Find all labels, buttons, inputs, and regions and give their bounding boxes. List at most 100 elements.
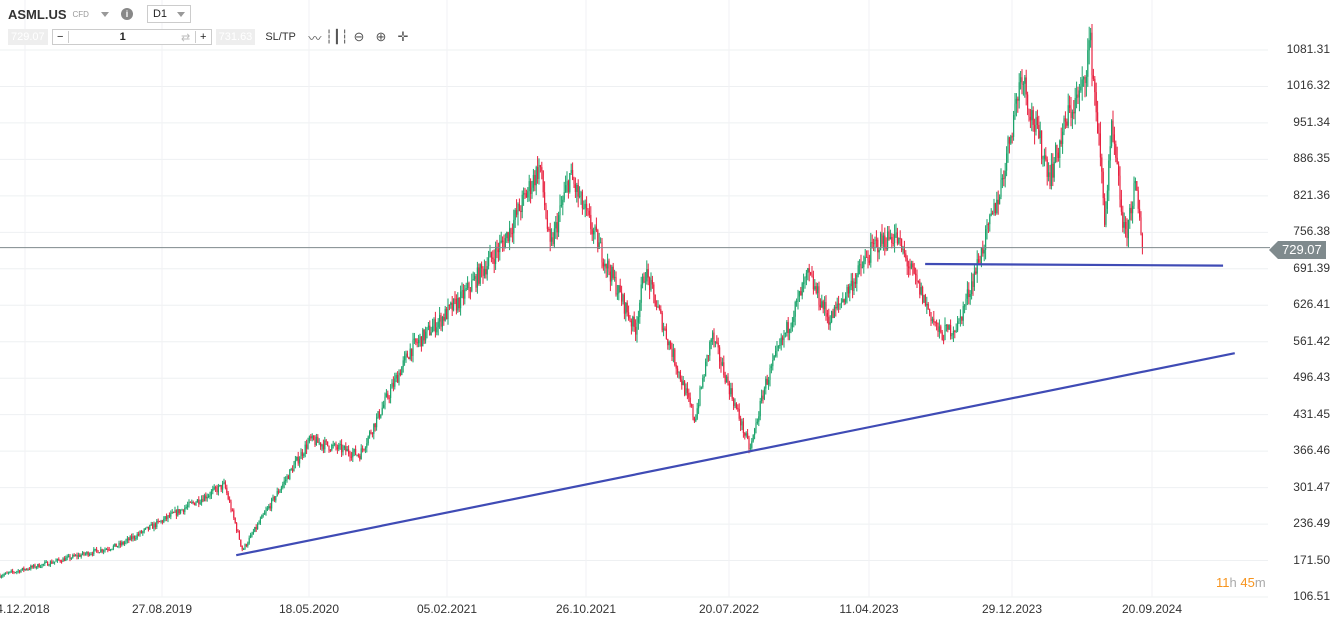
candle-body — [493, 258, 495, 264]
candle-body — [398, 372, 400, 383]
candle-body — [1050, 163, 1052, 187]
candle-body — [619, 285, 621, 293]
candle-body — [454, 298, 456, 300]
candlestick-icon[interactable]: ┆┃┆ — [325, 29, 349, 44]
candle-body — [573, 179, 575, 185]
candle-body — [976, 259, 978, 274]
decrease-button[interactable]: − — [53, 31, 69, 43]
candle-body — [1126, 228, 1128, 239]
candle-body — [651, 279, 653, 285]
zoom-out-icon[interactable]: ⊖ — [353, 29, 365, 44]
instrument-type: CFD — [72, 9, 89, 19]
candle-body — [458, 297, 460, 309]
candle-body — [1118, 164, 1120, 176]
candle-body — [55, 560, 57, 562]
candle-body — [576, 184, 578, 192]
candle-body — [705, 361, 707, 377]
candle-body — [926, 303, 928, 306]
swap-icon[interactable]: ⇄ — [181, 31, 191, 44]
candle-body — [0, 575, 1, 578]
candle-body — [1062, 131, 1064, 144]
candle-body — [464, 289, 466, 299]
candle-body — [399, 372, 401, 376]
candle-body — [26, 568, 28, 570]
candle-body — [1015, 98, 1017, 104]
move-crosshair-icon[interactable]: ✛ — [397, 29, 409, 44]
info-icon[interactable]: i — [120, 8, 133, 20]
candle-body — [500, 240, 502, 243]
buy-price-button[interactable]: 731.63 — [215, 29, 256, 45]
candle-body — [647, 269, 649, 278]
candle-body — [800, 291, 802, 296]
candle-body — [1123, 221, 1125, 228]
y-tick-label: 691.39 — [1293, 260, 1330, 275]
candle-body — [402, 360, 404, 367]
quantity-input[interactable]: 1 — [119, 31, 126, 43]
candle-body — [490, 252, 492, 258]
x-tick-label: 11.04.2023 — [839, 602, 899, 616]
candle-body — [412, 339, 414, 357]
sltp-button[interactable]: SL/TP — [265, 31, 296, 43]
candle-body — [75, 555, 77, 557]
candle-body — [794, 302, 796, 317]
symbol-dropdown-icon[interactable] — [100, 11, 109, 17]
candle-body — [1091, 32, 1093, 76]
candle-body — [656, 306, 658, 308]
candle-body — [507, 232, 509, 242]
candle-body — [416, 342, 418, 344]
candle-body — [801, 283, 803, 296]
quantity-stepper[interactable]: − 1 ⇄ + — [51, 29, 212, 45]
candle-body — [887, 231, 889, 250]
candle-body — [437, 321, 439, 328]
candle-body — [373, 423, 375, 434]
current-price-label: 729.07 — [1269, 241, 1326, 259]
candle-body — [66, 556, 68, 558]
increase-button[interactable]: + — [194, 31, 211, 43]
candle-body — [831, 311, 833, 323]
candle-body — [1045, 155, 1047, 160]
candle-body — [482, 268, 484, 276]
timeframe-select[interactable]: D1 — [146, 5, 191, 23]
candle-body — [198, 499, 200, 504]
candle-body — [251, 533, 253, 535]
candle-body — [457, 297, 459, 311]
candle-body — [236, 523, 238, 532]
candle-body — [755, 422, 757, 429]
candle-body — [443, 316, 445, 321]
line-chart-icon[interactable]: 〰 — [308, 30, 322, 46]
candle-body — [432, 326, 434, 333]
candle-body — [248, 537, 250, 544]
timeframe-value: D1 — [152, 8, 168, 20]
zoom-in-icon[interactable]: ⊕ — [375, 29, 387, 44]
candle-body — [30, 565, 32, 570]
candle-body — [1080, 86, 1082, 91]
candle-body — [166, 516, 168, 519]
candle-body — [733, 398, 735, 406]
candle-body — [348, 449, 350, 454]
candle-body — [1095, 92, 1097, 113]
candle-body — [552, 237, 554, 245]
candle-body — [121, 542, 123, 546]
candle-body — [640, 284, 642, 303]
candle-body — [1139, 208, 1141, 218]
candle-body — [229, 499, 231, 502]
candle-body — [664, 328, 666, 330]
sell-price-button[interactable]: 729.07 — [8, 29, 48, 45]
candle-body — [738, 409, 740, 419]
candle-body — [1077, 94, 1079, 98]
candle-body — [167, 515, 169, 519]
y-tick-label: 756.38 — [1293, 224, 1330, 239]
candle-body — [878, 250, 880, 253]
candle-body — [77, 554, 79, 557]
candle-body — [992, 213, 994, 215]
candle-body — [136, 534, 138, 539]
candle-body — [933, 318, 935, 323]
candle-body — [154, 523, 156, 528]
candle-body — [671, 348, 673, 357]
candle-body — [502, 240, 504, 243]
candle-body — [1006, 153, 1008, 171]
candle-body — [310, 436, 312, 439]
candle-body — [957, 321, 959, 331]
candle-body — [1004, 170, 1006, 179]
